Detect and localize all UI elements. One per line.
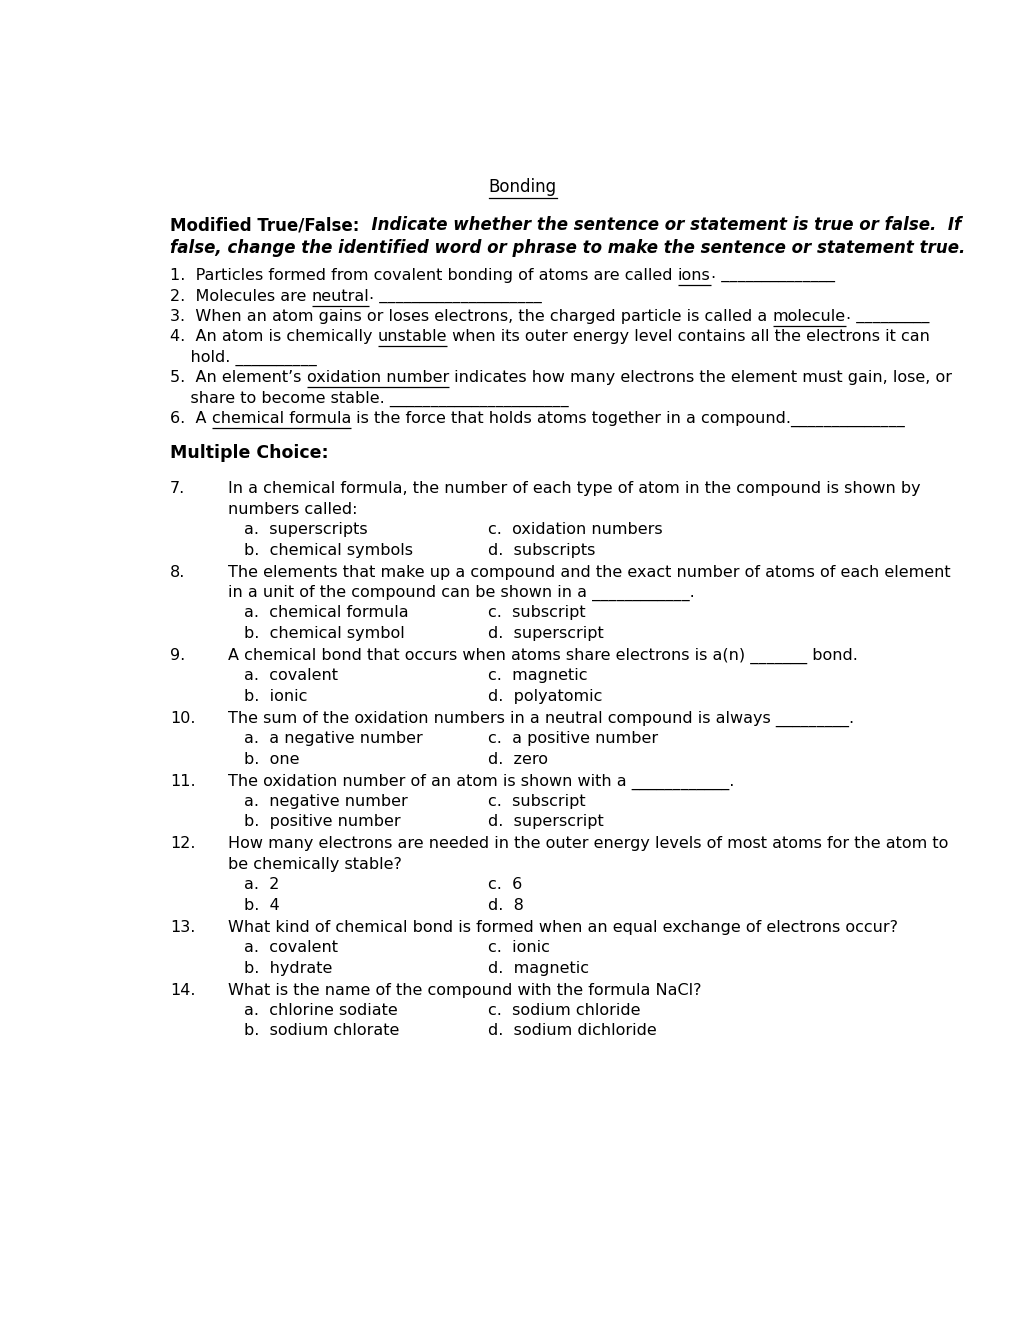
- Text: neutral: neutral: [312, 289, 369, 304]
- Text: d.  8: d. 8: [487, 898, 523, 912]
- Text: d.  sodium dichloride: d. sodium dichloride: [487, 1023, 656, 1039]
- Text: b.  chemical symbols: b. chemical symbols: [244, 543, 413, 557]
- Text: in a unit of the compound can be shown in a ____________.: in a unit of the compound can be shown i…: [228, 585, 694, 602]
- Text: In a chemical formula, the number of each type of atom in the compound is shown : In a chemical formula, the number of eac…: [228, 482, 920, 496]
- Text: . ______________: . ______________: [710, 268, 834, 284]
- Text: a.  superscripts: a. superscripts: [244, 523, 367, 537]
- Text: Modified True/False:: Modified True/False:: [170, 216, 359, 234]
- Text: c.  a positive number: c. a positive number: [487, 731, 657, 746]
- Text: 13.: 13.: [170, 920, 196, 935]
- Text: The sum of the oxidation numbers in a neutral compound is always _________.: The sum of the oxidation numbers in a ne…: [228, 710, 854, 727]
- Text: . _________: . _________: [845, 309, 928, 323]
- Text: d.  superscript: d. superscript: [487, 626, 603, 642]
- Text: d.  polyatomic: d. polyatomic: [487, 689, 601, 704]
- Text: 3.  When an atom gains or loses electrons, the charged particle is called a: 3. When an atom gains or loses electrons…: [170, 309, 771, 323]
- Text: d.  zero: d. zero: [487, 751, 547, 767]
- Text: 7.: 7.: [170, 482, 185, 496]
- Text: c.  6: c. 6: [487, 878, 522, 892]
- Text: 11.: 11.: [170, 774, 196, 788]
- Text: 4.  An atom is chemically: 4. An atom is chemically: [170, 330, 377, 345]
- Text: 12.: 12.: [170, 837, 196, 851]
- Text: a.  chemical formula: a. chemical formula: [244, 606, 408, 620]
- Text: c.  ionic: c. ionic: [487, 940, 549, 956]
- Text: indicates how many electrons the element must gain, lose, or: indicates how many electrons the element…: [448, 370, 951, 385]
- Text: d.  superscript: d. superscript: [487, 814, 603, 829]
- Text: 6.  A: 6. A: [170, 411, 212, 426]
- Text: Multiple Choice:: Multiple Choice:: [170, 444, 328, 462]
- Text: c.  oxidation numbers: c. oxidation numbers: [487, 523, 662, 537]
- Text: molecule: molecule: [771, 309, 845, 323]
- Text: hold. __________: hold. __________: [170, 350, 317, 366]
- Text: A chemical bond that occurs when atoms share electrons is a(n) _______ bond.: A chemical bond that occurs when atoms s…: [228, 648, 857, 664]
- Text: 10.: 10.: [170, 710, 196, 726]
- Text: d.  magnetic: d. magnetic: [487, 961, 588, 975]
- Text: Indicate whether the sentence or statement is true or false.  If: Indicate whether the sentence or stateme…: [359, 216, 960, 234]
- Text: a.  chlorine sodiate: a. chlorine sodiate: [244, 1003, 397, 1018]
- Text: share to become stable. ______________________: share to become stable. ________________…: [170, 391, 569, 407]
- Text: false, change the identified word or phrase to make the sentence or statement tr: false, change the identified word or phr…: [170, 239, 965, 256]
- Text: when its outer energy level contains all the electrons it can: when its outer energy level contains all…: [446, 330, 929, 345]
- Text: be chemically stable?: be chemically stable?: [228, 857, 401, 873]
- Text: b.  4: b. 4: [244, 898, 279, 912]
- Text: a.  covalent: a. covalent: [244, 668, 337, 684]
- Text: a.  2: a. 2: [244, 878, 279, 892]
- Text: Bonding: Bonding: [488, 178, 556, 195]
- Text: The elements that make up a compound and the exact number of atoms of each eleme: The elements that make up a compound and…: [228, 565, 950, 579]
- Text: What is the name of the compound with the formula NaCl?: What is the name of the compound with th…: [228, 982, 701, 998]
- Text: c.  subscript: c. subscript: [487, 795, 585, 809]
- Text: 14.: 14.: [170, 982, 196, 998]
- Text: d.  subscripts: d. subscripts: [487, 543, 595, 557]
- Text: . ____________________: . ____________________: [369, 289, 541, 304]
- Text: b.  chemical symbol: b. chemical symbol: [244, 626, 405, 642]
- Text: 5.  An element’s: 5. An element’s: [170, 370, 307, 385]
- Text: c.  subscript: c. subscript: [487, 606, 585, 620]
- Text: b.  ionic: b. ionic: [244, 689, 307, 704]
- Text: 8.: 8.: [170, 565, 185, 579]
- Text: b.  sodium chlorate: b. sodium chlorate: [244, 1023, 398, 1039]
- Text: a.  negative number: a. negative number: [244, 795, 408, 809]
- Text: What kind of chemical bond is formed when an equal exchange of electrons occur?: What kind of chemical bond is formed whe…: [228, 920, 898, 935]
- Text: a.  a negative number: a. a negative number: [244, 731, 422, 746]
- Text: c.  magnetic: c. magnetic: [487, 668, 587, 684]
- Text: 1.  Particles formed from covalent bonding of atoms are called: 1. Particles formed from covalent bondin…: [170, 268, 677, 284]
- Text: 2.  Molecules are: 2. Molecules are: [170, 289, 312, 304]
- Text: b.  one: b. one: [244, 751, 299, 767]
- Text: 9.: 9.: [170, 648, 185, 663]
- Text: The oxidation number of an atom is shown with a ____________.: The oxidation number of an atom is shown…: [228, 774, 734, 789]
- Text: numbers called:: numbers called:: [228, 502, 358, 517]
- Text: b.  hydrate: b. hydrate: [244, 961, 332, 975]
- Text: unstable: unstable: [377, 330, 446, 345]
- Text: ions: ions: [677, 268, 710, 284]
- Text: How many electrons are needed in the outer energy levels of most atoms for the a: How many electrons are needed in the out…: [228, 837, 948, 851]
- Text: a.  covalent: a. covalent: [244, 940, 337, 956]
- Text: b.  positive number: b. positive number: [244, 814, 400, 829]
- Text: oxidation number: oxidation number: [307, 370, 448, 385]
- Text: is the force that holds atoms together in a compound.______________: is the force that holds atoms together i…: [351, 411, 904, 428]
- Text: chemical formula: chemical formula: [212, 411, 351, 426]
- Text: c.  sodium chloride: c. sodium chloride: [487, 1003, 640, 1018]
